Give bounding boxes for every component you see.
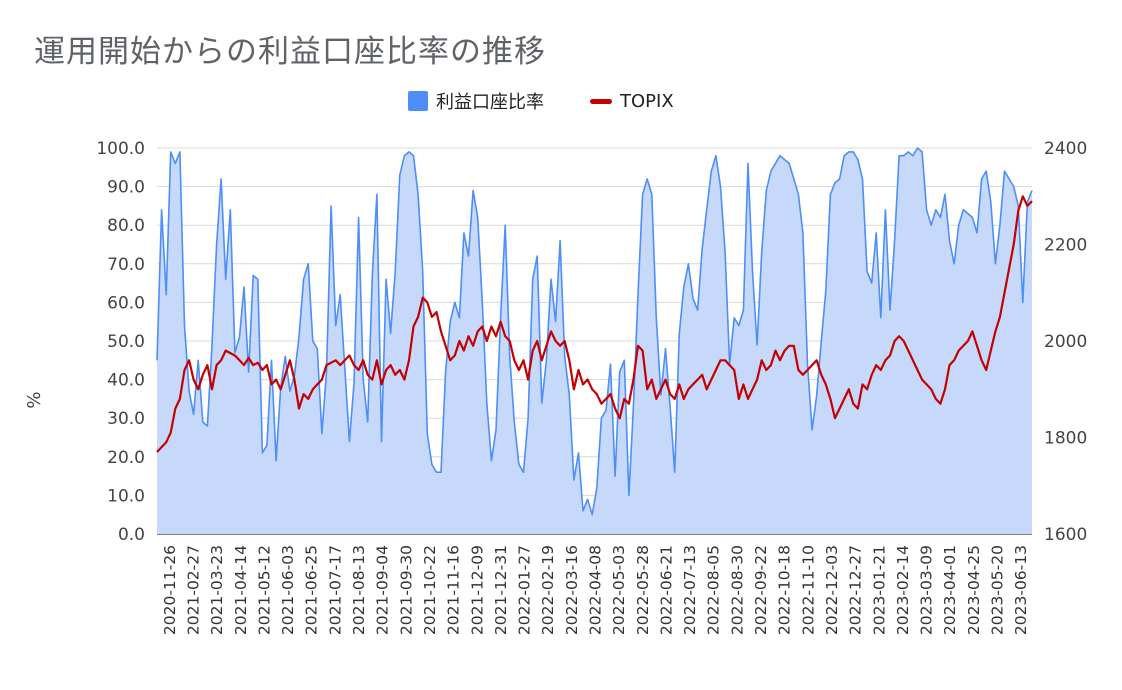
profit-ratio-area-layer bbox=[157, 148, 1032, 534]
x-tick-label-17: 2022-03-16 bbox=[563, 545, 581, 635]
y-tick-label-9: 90.0 bbox=[107, 178, 145, 198]
x-tick-label-31: 2023-02-14 bbox=[894, 545, 912, 635]
x-tick-label-13: 2021-12-09 bbox=[468, 545, 486, 635]
y-tick-label-10: 100.0 bbox=[96, 139, 145, 159]
profit-ratio-line bbox=[156, 147, 1033, 516]
x-tick-label-27: 2022-11-10 bbox=[799, 545, 817, 635]
x-tick-label-30: 2023-01-21 bbox=[870, 545, 888, 635]
series-lines-layer bbox=[156, 147, 1033, 516]
y-tick-label-0: 0.0 bbox=[118, 525, 145, 545]
legend-label-profit-ratio: 利益口座比率 bbox=[436, 92, 544, 113]
x-tick-label-19: 2022-05-03 bbox=[610, 545, 628, 635]
legend-item-profit-ratio[interactable]: 利益口座比率 bbox=[408, 88, 544, 114]
y-tick-label-1: 10.0 bbox=[107, 486, 145, 506]
profit-ratio-area bbox=[157, 148, 1032, 534]
axes-layer: 0.0 10.0 20.0 30.0 40.0 50.0 60.0 70.0 80.0 90.0 1… bbox=[96, 139, 1087, 635]
y2-tick-label-1: 1800 bbox=[1044, 429, 1087, 449]
legend-item-topix[interactable]: TOPIX bbox=[590, 91, 674, 112]
x-tick-label-26: 2022-10-18 bbox=[776, 545, 794, 635]
legend-swatch-topix bbox=[590, 98, 612, 104]
y-tick-label-6: 60.0 bbox=[107, 293, 145, 313]
y-tick-label-2: 20.0 bbox=[107, 448, 145, 468]
y-tick-label-8: 80.0 bbox=[107, 216, 145, 236]
x-tick-label-18: 2022-04-08 bbox=[587, 545, 605, 635]
x-tick-label-33: 2023-04-01 bbox=[941, 545, 959, 635]
y-tick-label-3: 30.0 bbox=[107, 409, 145, 429]
y-tick-label-7: 70.0 bbox=[107, 255, 145, 275]
x-tick-label-9: 2021-09-04 bbox=[374, 545, 392, 635]
x-tick-label-22: 2022-07-13 bbox=[681, 545, 699, 635]
x-tick-label-16: 2022-02-19 bbox=[539, 545, 557, 635]
x-tick-label-4: 2021-05-12 bbox=[255, 545, 273, 635]
x-tick-label-6: 2021-06-25 bbox=[303, 545, 321, 635]
y-tick-label-4: 40.0 bbox=[107, 371, 145, 391]
legend-swatch-profit-ratio bbox=[408, 91, 428, 111]
legend-label-topix: TOPIX bbox=[620, 90, 674, 112]
y2-tick-label-3: 2200 bbox=[1044, 236, 1087, 256]
x-tick-label-24: 2022-08-30 bbox=[728, 545, 746, 635]
x-tick-label-15: 2022-01-27 bbox=[516, 545, 534, 635]
x-tick-label-10: 2021-09-30 bbox=[397, 545, 415, 635]
x-tick-label-3: 2021-04-14 bbox=[232, 545, 250, 635]
x-tick-label-0: 2020-11-26 bbox=[161, 545, 179, 635]
x-tick-label-25: 2022-09-22 bbox=[752, 545, 770, 635]
x-tick-label-14: 2021-12-31 bbox=[492, 545, 510, 635]
x-tick-label-20: 2022-05-28 bbox=[634, 545, 652, 635]
x-tick-label-29: 2022-12-27 bbox=[847, 545, 865, 635]
x-tick-label-36: 2023-06-13 bbox=[1012, 545, 1030, 635]
y-axis-label: % bbox=[24, 391, 45, 408]
x-tick-label-35: 2023-05-20 bbox=[989, 545, 1007, 635]
x-tick-label-28: 2022-12-03 bbox=[823, 545, 841, 635]
legend: 利益口座比率 TOPIX bbox=[408, 88, 674, 114]
topix-line bbox=[156, 195, 1033, 453]
x-tick-label-1: 2021-02-27 bbox=[184, 545, 202, 635]
x-tick-label-23: 2022-08-05 bbox=[705, 545, 723, 635]
y-tick-label-5: 50.0 bbox=[107, 332, 145, 352]
y2-tick-label-2: 2000 bbox=[1044, 332, 1087, 352]
y2-tick-label-4: 2400 bbox=[1044, 139, 1087, 159]
x-tick-label-12: 2021-11-16 bbox=[445, 545, 463, 635]
x-tick-label-11: 2021-10-22 bbox=[421, 545, 439, 635]
x-tick-label-34: 2023-04-25 bbox=[965, 545, 983, 635]
x-tick-label-8: 2021-08-13 bbox=[350, 545, 368, 635]
x-tick-label-32: 2023-03-09 bbox=[918, 545, 936, 635]
x-tick-label-7: 2021-07-17 bbox=[326, 545, 344, 635]
x-tick-label-5: 2021-06-03 bbox=[279, 545, 297, 635]
y2-tick-label-0: 1600 bbox=[1044, 525, 1087, 545]
x-tick-label-2: 2021-03-23 bbox=[208, 545, 226, 635]
chart-title: 運用開始からの利益口座比率の推移 bbox=[34, 34, 546, 70]
x-tick-label-21: 2022-06-21 bbox=[657, 545, 675, 635]
